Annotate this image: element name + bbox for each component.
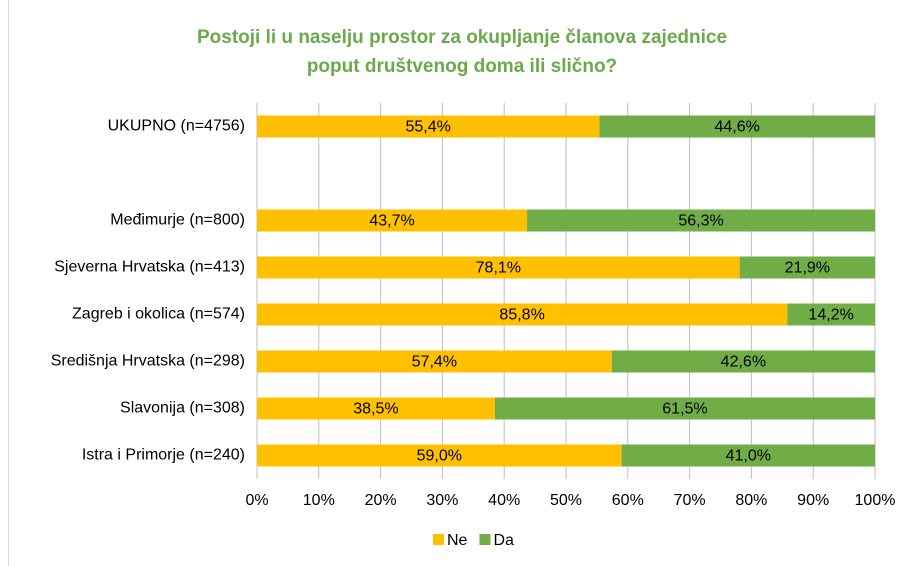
value-label: 55,4% xyxy=(405,119,450,136)
bar-segment xyxy=(787,303,875,326)
x-tick-label: 60% xyxy=(612,492,644,509)
y-tick-label: Međimurje (n=800) xyxy=(110,212,245,229)
value-label: 56,3% xyxy=(678,213,723,230)
x-tick-label: 90% xyxy=(797,492,829,509)
bar-segment xyxy=(599,115,875,138)
value-label: 41,0% xyxy=(726,448,771,465)
bar-segment xyxy=(527,209,875,232)
bar-segment xyxy=(257,444,622,467)
bar-segment xyxy=(257,397,495,420)
value-label: 59,0% xyxy=(417,448,462,465)
y-tick-label: UKUPNO (n=4756) xyxy=(108,118,245,135)
x-tick-label: 50% xyxy=(550,492,582,509)
bar-segment xyxy=(494,397,875,420)
x-tick-label: 30% xyxy=(426,492,458,509)
bar-segment xyxy=(611,350,875,373)
bar-segment xyxy=(257,209,528,232)
value-label: 44,6% xyxy=(714,119,759,136)
value-label: 21,9% xyxy=(785,260,830,277)
y-tick-label: Sjeverna Hrvatska (n=413) xyxy=(54,259,245,276)
value-label: 57,4% xyxy=(412,354,457,371)
value-label: 14,2% xyxy=(808,307,853,324)
x-tick-label: 70% xyxy=(674,492,706,509)
value-label: 85,8% xyxy=(499,307,544,324)
legend-swatch xyxy=(433,534,444,545)
legend-label: Da xyxy=(493,532,514,549)
bar-segment xyxy=(257,115,600,138)
value-label: 78,1% xyxy=(476,260,521,277)
x-tick-label: 40% xyxy=(488,492,520,509)
y-tick-label: Slavonija (n=308) xyxy=(120,400,245,417)
y-tick-label: Zagreb i okolica (n=574) xyxy=(72,306,245,323)
y-tick-label: Središnja Hrvatska (n=298) xyxy=(51,353,245,370)
value-label: 43,7% xyxy=(369,213,414,230)
bar-segment xyxy=(257,350,612,373)
chart-title: Postoji li u naselju prostor za okupljan… xyxy=(197,27,727,48)
bar-segment xyxy=(257,256,740,279)
x-tick-label: 20% xyxy=(365,492,397,509)
x-tick-label: 100% xyxy=(855,492,896,509)
legend-label: Ne xyxy=(447,532,468,549)
legend-swatch xyxy=(479,534,491,545)
x-tick-label: 10% xyxy=(303,492,335,509)
x-tick-label: 0% xyxy=(245,492,268,509)
bar-segment xyxy=(257,303,788,326)
x-tick-label: 80% xyxy=(735,492,767,509)
bar-segment xyxy=(739,256,875,279)
y-tick-label: Istra i Primorje (n=240) xyxy=(82,447,245,464)
bar-segment xyxy=(621,444,875,467)
chart-title: poput društvenog doma ili slično? xyxy=(307,56,617,77)
value-label: 42,6% xyxy=(721,354,766,371)
value-label: 38,5% xyxy=(353,401,398,418)
value-label: 61,5% xyxy=(662,401,707,418)
